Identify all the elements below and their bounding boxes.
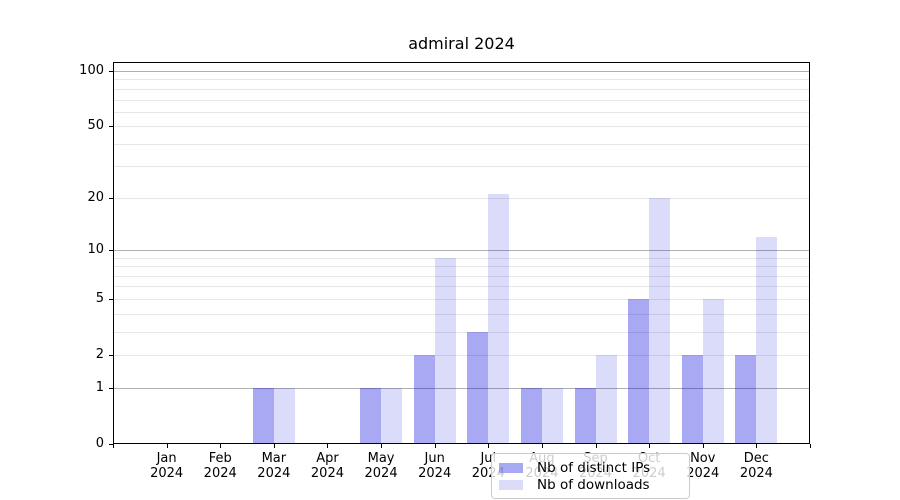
gridline-minor	[113, 298, 810, 300]
gridline-minor	[113, 143, 810, 145]
y-tick-mark	[109, 249, 113, 251]
y-tick-label: 1	[95, 379, 104, 395]
bar-downloads-dec	[756, 236, 778, 444]
legend-swatch-distinct-ips	[499, 462, 523, 473]
x-tick-label-year: 2024	[257, 466, 291, 481]
chart-title: admiral 2024	[408, 34, 515, 53]
bar-downloads-nov	[702, 298, 724, 444]
bar-downloads-mar	[273, 387, 295, 444]
x-tick-label-month: Feb	[208, 451, 232, 466]
gridline-minor	[113, 166, 810, 168]
y-tick-label: 0	[95, 435, 104, 451]
x-tick-label-month: Nov	[690, 451, 716, 466]
gridline-minor	[113, 99, 810, 101]
legend-entry-downloads: Nb of downloads	[499, 476, 689, 493]
y-tick-label: 50	[87, 118, 104, 134]
legend-label-downloads: Nb of downloads	[537, 476, 650, 493]
gridline-minor	[113, 257, 810, 259]
x-tick-mark	[220, 444, 222, 448]
x-tick-label-year: 2024	[364, 466, 398, 481]
gridline-minor	[113, 88, 810, 90]
bar-distinct-ips-oct	[628, 298, 650, 444]
y-tick-mark	[109, 387, 113, 389]
x-tick-mark	[381, 444, 383, 448]
y-tick-mark	[109, 354, 113, 356]
bar-distinct-ips-sep	[574, 387, 596, 444]
legend-label-distinct-ips: Nb of distinct IPs	[537, 459, 651, 476]
legend: Nb of distinct IPs Nb of downloads	[491, 453, 690, 499]
gridline-minor	[113, 354, 810, 356]
bar-downloads-may	[381, 387, 403, 444]
y-tick-label: 10	[87, 241, 104, 257]
plot-area: Nb of distinct IPs Nb of downloads	[113, 62, 810, 499]
x-tick-label-month: Apr	[316, 451, 339, 466]
gridline-major	[113, 387, 810, 389]
x-tick-mark	[166, 444, 168, 448]
gridline-minor	[113, 275, 810, 277]
x-tick-mark	[595, 444, 597, 448]
x-tick-label-year: 2024	[310, 466, 344, 481]
legend-swatch-downloads	[499, 479, 523, 490]
x-tick-label-year: 2024	[203, 466, 237, 481]
bar-distinct-ips-aug	[520, 387, 542, 444]
bar-downloads-jul	[488, 194, 510, 444]
x-tick-mark	[756, 444, 758, 448]
x-tick-label-month: Jan	[156, 451, 177, 466]
bar-distinct-ips-may	[360, 387, 382, 444]
x-tick-label-month: Jun	[424, 451, 445, 466]
x-tick-label-year: 2024	[686, 466, 720, 481]
gridline-minor	[113, 197, 810, 199]
y-tick-mark	[109, 298, 113, 300]
bar-distinct-ips-nov	[681, 354, 703, 444]
gridline-minor	[113, 286, 810, 288]
x-tick-mark	[113, 444, 114, 448]
y-tick-mark	[109, 126, 113, 128]
x-tick-mark	[541, 444, 543, 448]
x-tick-mark	[649, 444, 651, 448]
y-tick-label: 100	[79, 63, 104, 79]
x-tick-mark	[327, 444, 329, 448]
x-tick-label-month: Dec	[743, 451, 769, 466]
gridline-minor	[113, 266, 810, 268]
gridline-minor	[113, 331, 810, 333]
x-tick-mark	[273, 444, 275, 448]
gridline-minor	[113, 79, 810, 81]
bar-downloads-aug	[541, 387, 563, 444]
gridline-minor	[113, 111, 810, 113]
y-tick-mark	[109, 443, 113, 445]
y-tick-mark	[109, 197, 113, 199]
bar-distinct-ips-dec	[735, 354, 757, 444]
gridline-major	[113, 71, 810, 73]
x-tick-label-month: May	[367, 451, 395, 466]
bar-downloads-jun	[434, 257, 456, 444]
legend-entry-distinct-ips: Nb of distinct IPs	[499, 459, 689, 476]
x-tick-mark	[434, 444, 436, 448]
y-tick-mark	[109, 71, 113, 73]
gridline-minor	[113, 313, 810, 315]
bar-downloads-sep	[595, 354, 617, 444]
x-tick-label-year: 2024	[150, 466, 184, 481]
bar-distinct-ips-jun	[413, 354, 435, 444]
gridline-minor	[113, 126, 810, 128]
x-tick-mark	[810, 444, 811, 448]
bar-distinct-ips-mar	[252, 387, 274, 444]
y-tick-label: 5	[95, 290, 104, 306]
gridline-major	[113, 249, 810, 251]
x-tick-mark	[702, 444, 704, 448]
x-tick-label-year: 2024	[418, 466, 452, 481]
x-tick-label-year: 2024	[739, 466, 773, 481]
y-tick-label: 2	[95, 346, 104, 362]
bar-distinct-ips-jul	[467, 331, 489, 444]
bar-downloads-oct	[649, 197, 671, 444]
x-tick-label-month: Mar	[261, 451, 287, 466]
x-tick-mark	[488, 444, 490, 448]
y-tick-label: 20	[87, 189, 104, 205]
